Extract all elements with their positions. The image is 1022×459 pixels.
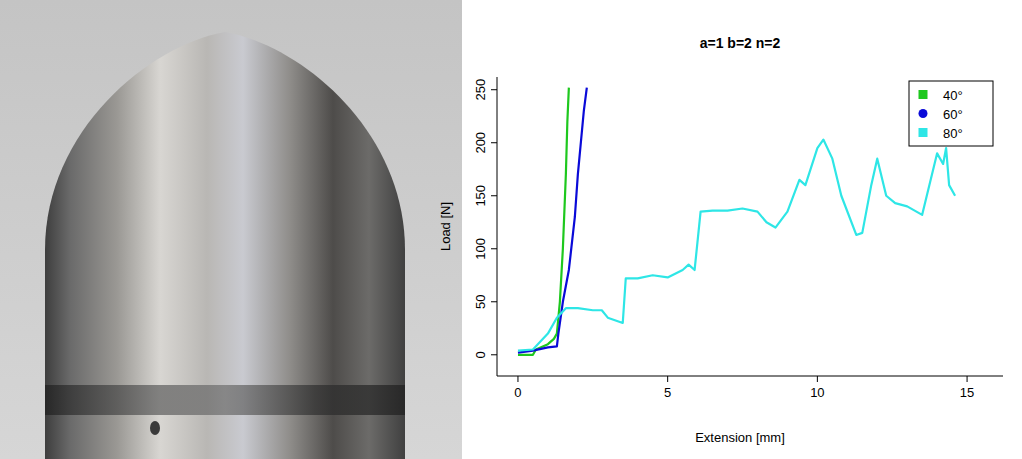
chart-title: a=1 b=2 n=2 xyxy=(700,35,781,51)
x-tick xyxy=(517,376,518,382)
x-tick xyxy=(667,376,668,382)
legend: 40° 60° 80° xyxy=(909,81,993,146)
chart: 051015050100150200250a=1 b=2 n=2Extensio… xyxy=(438,35,1003,445)
x-axis-title: Extension [mm] xyxy=(695,430,785,445)
probe-body xyxy=(45,32,405,459)
x-axis-line xyxy=(497,376,1003,377)
y-tick-label: 50 xyxy=(473,295,488,309)
x-tick-label: 10 xyxy=(810,385,824,400)
y-axis-title: Load [N] xyxy=(438,202,453,251)
y-tick xyxy=(491,89,497,90)
y-tick-label: 200 xyxy=(473,132,488,154)
photo xyxy=(0,0,462,459)
legend-label: 40° xyxy=(943,88,963,103)
legend-label: 60° xyxy=(943,107,963,122)
x-tick-label: 15 xyxy=(960,385,974,400)
x-tick xyxy=(967,376,968,382)
legend-marker xyxy=(919,90,928,99)
probe-band xyxy=(45,385,405,415)
page: 051015050100150200250a=1 b=2 n=2Extensio… xyxy=(0,0,1022,459)
y-axis-line xyxy=(497,77,498,376)
y-tick-label: 150 xyxy=(473,185,488,207)
x-tick-label: 5 xyxy=(664,385,671,400)
y-tick xyxy=(491,354,497,355)
y-tick-label: 0 xyxy=(473,351,488,358)
legend-marker xyxy=(919,109,928,118)
y-tick xyxy=(491,301,497,302)
probe-spot xyxy=(150,421,160,435)
x-tick xyxy=(817,376,818,382)
legend-marker xyxy=(919,128,928,137)
y-tick xyxy=(491,248,497,249)
series-line xyxy=(518,140,955,351)
series-line xyxy=(518,88,587,353)
plot-area xyxy=(518,88,955,355)
x-tick-label: 0 xyxy=(514,385,521,400)
legend-box xyxy=(909,81,993,146)
y-tick-label: 100 xyxy=(473,238,488,260)
y-tick xyxy=(491,142,497,143)
y-tick xyxy=(491,195,497,196)
y-tick-label: 250 xyxy=(473,79,488,101)
photo-background xyxy=(0,0,462,459)
legend-label: 80° xyxy=(943,126,963,141)
